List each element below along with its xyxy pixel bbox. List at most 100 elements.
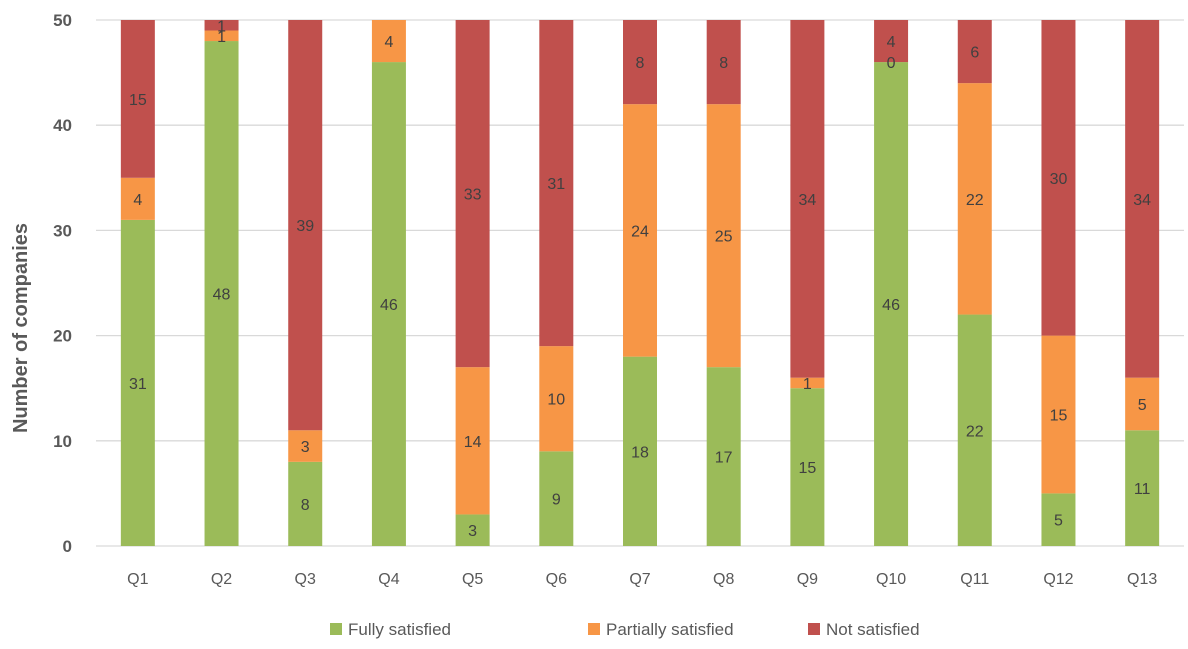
x-axis-ticks: Q1 Q2 Q3 Q4 Q5 Q6 Q7 Q8 Q9 Q10 Q11 Q12 Q13 [127,571,1157,588]
bar-segment-q8-s0 [706,367,741,546]
data-label: 5 [1138,397,1147,414]
bar-segment-q2-s2 [204,20,239,31]
data-label: 8 [636,55,645,72]
bar-segment-q3-s0 [288,461,323,546]
data-label: 15 [1050,408,1068,425]
x-tick-label: Q8 [713,571,734,588]
data-label: 34 [1133,192,1151,209]
data-label: 31 [129,376,147,393]
data-label: 9 [552,492,561,509]
x-tick-label: Q10 [876,571,906,588]
bar-segment-q9-s0 [790,388,825,546]
bar-segment-q12-s0 [1041,493,1076,546]
data-label: 1 [217,29,226,46]
bar-segment-q9-s2 [790,20,825,378]
data-label: 30 [1050,171,1068,188]
data-label: 15 [798,460,816,477]
legend-swatch [330,623,342,635]
data-label: 25 [715,229,733,246]
bar-segment-q11-s2 [957,20,992,84]
bar-segment-q1-s1 [120,177,155,220]
bar-segment-q1-s0 [120,219,155,546]
data-label: 15 [129,92,147,109]
y-tick-label: 10 [53,432,72,451]
bar-segment-q2-s1 [204,30,239,42]
bar-segment-q5-s0 [455,514,490,546]
data-label: 22 [966,192,984,209]
bar-segment-q8-s2 [706,20,741,105]
bar-segment-q6-s0 [539,451,574,546]
y-tick-label: 50 [53,11,72,30]
data-label: 11 [1134,481,1151,498]
x-tick-label: Q7 [629,571,650,588]
data-label: 1 [803,376,812,393]
bar-segment-q13-s2 [1125,20,1160,378]
data-label: 0 [887,55,896,72]
legend-swatch [808,623,820,635]
x-tick-label: Q11 [960,571,989,588]
bar-segment-q8-s1 [706,104,741,368]
bar-segment-q13-s0 [1125,430,1160,546]
bar-segment-q3-s1 [288,430,323,462]
x-tick-label: Q12 [1043,571,1073,588]
bar-segment-q9-s1 [790,377,825,389]
bar-segment-q10-s2 [874,20,909,63]
data-label: 46 [380,297,398,314]
y-axis-ticks: 0 10 20 30 40 50 [53,11,72,556]
legend-swatch [588,623,600,635]
y-tick-label: 20 [53,327,72,346]
data-label: 31 [547,176,565,193]
data-label: 4 [384,34,393,51]
bar-segment-q11-s0 [957,314,992,546]
data-label: 3 [468,523,477,540]
bar-segment-q6-s1 [539,346,574,452]
data-label: 39 [296,218,314,235]
legend-label: Partially satisfied [606,620,734,639]
bar-segment-q5-s1 [455,367,490,515]
data-label: 6 [970,45,979,62]
bar-segment-q13-s1 [1125,377,1160,431]
bar-segment-q10-s0 [874,62,909,547]
bar-segment-q11-s1 [957,83,992,315]
data-labels: 3141548118339464314339103118248172581513… [129,18,1151,540]
bar-segment-q2-s0 [204,41,239,546]
x-tick-label: Q6 [546,571,567,588]
bar-segment-q5-s2 [455,20,490,368]
bar-segment-q12-s1 [1041,335,1076,494]
data-label: 5 [1054,513,1063,530]
bar-segment-q12-s2 [1041,20,1076,336]
data-label: 33 [464,187,482,204]
bar-segment-q3-s2 [288,20,323,431]
x-tick-label: Q5 [462,571,483,588]
bar-segment-q7-s0 [623,356,657,546]
data-label: 8 [301,497,310,514]
data-label: 22 [966,423,984,440]
legend-label: Not satisfied [826,620,920,639]
bar-segment-q7-s1 [623,104,657,357]
data-label: 24 [631,223,649,240]
data-label: 8 [719,55,728,72]
y-tick-label: 30 [53,221,72,240]
bar-segment-q4-s1 [371,20,406,63]
data-label: 48 [213,287,231,304]
x-tick-label: Q4 [378,571,399,588]
data-label: 18 [631,444,649,461]
bar-segment-q1-s2 [120,20,155,178]
data-label: 10 [547,392,565,409]
data-label: 34 [798,192,816,209]
data-label: 4 [887,34,896,51]
data-label: 1 [217,18,226,35]
data-label: 14 [464,434,482,451]
bar-segment-q7-s2 [623,20,657,105]
bars [120,20,1160,547]
x-tick-label: Q13 [1127,571,1157,588]
x-tick-label: Q3 [295,571,316,588]
y-tick-label: 0 [63,537,72,556]
bar-segment-q4-s0 [371,62,406,547]
data-label: 17 [715,450,733,467]
x-tick-label: Q1 [127,571,148,588]
y-axis-label: Number of companies [10,223,32,433]
data-label: 46 [882,297,900,314]
